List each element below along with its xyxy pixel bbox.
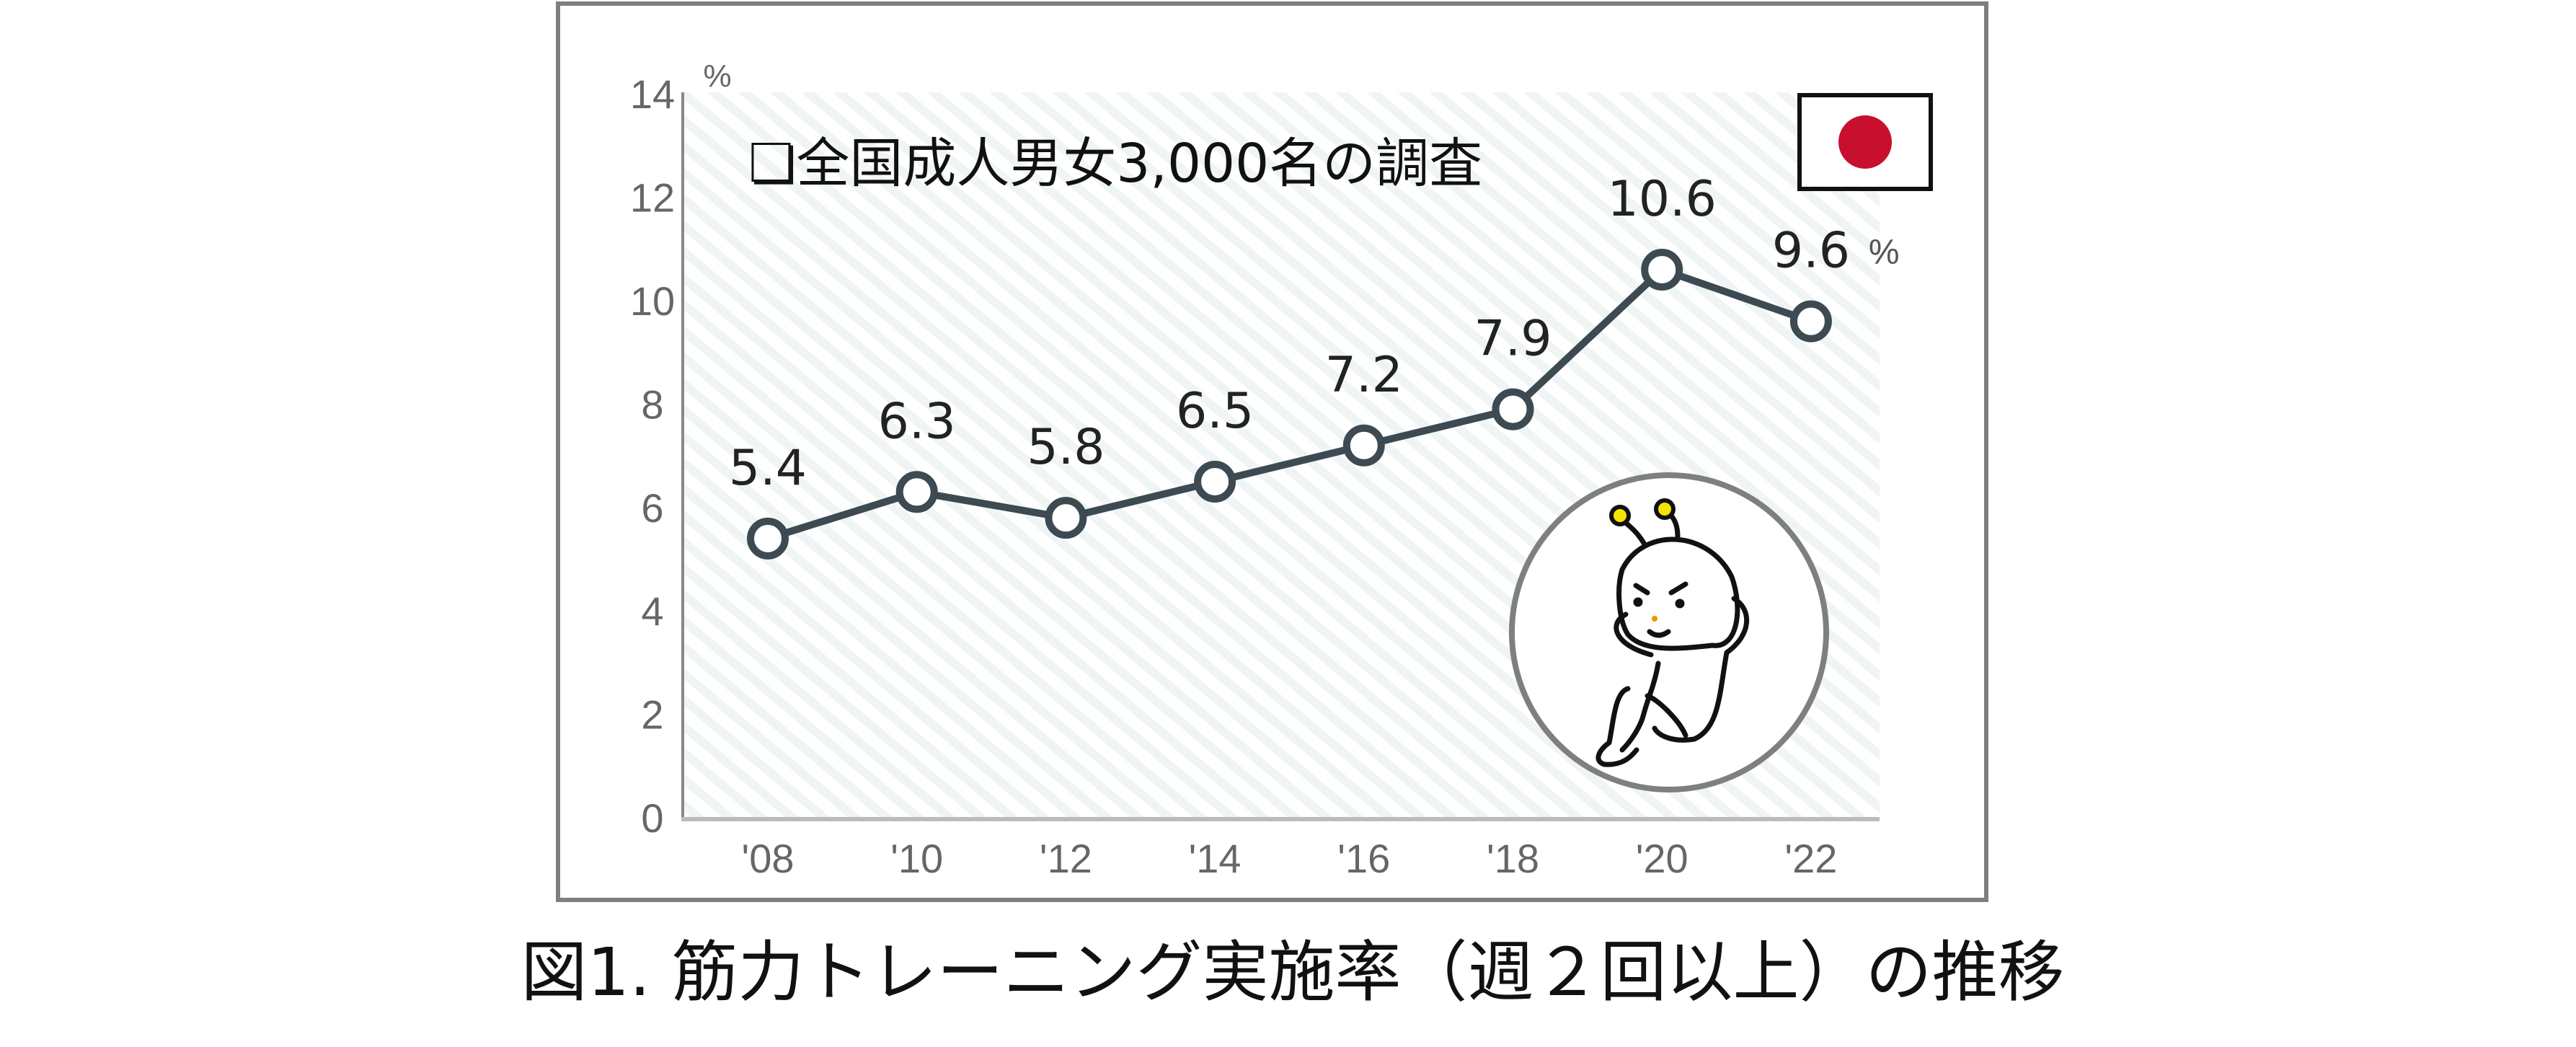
data-point <box>1492 388 1534 430</box>
data-label: 6.5 <box>1176 383 1254 440</box>
data-label: 6.3 <box>878 393 956 450</box>
x-tick-label: '22 <box>1784 836 1837 881</box>
y-tick-label: 10 <box>630 278 675 324</box>
data-point <box>1789 300 1832 343</box>
data-label: 7.9 <box>1474 311 1552 368</box>
series-line <box>766 265 1813 542</box>
data-point <box>747 517 789 560</box>
x-tick-label: '12 <box>1040 836 1092 881</box>
data-point <box>1342 424 1385 467</box>
x-tick-label: '20 <box>1636 836 1688 881</box>
data-label: 7.2 <box>1325 347 1403 404</box>
data-label: 9.6 <box>1772 223 1850 280</box>
y-unit-label: % <box>703 58 731 94</box>
data-point <box>1045 497 1087 539</box>
x-tick-label: '16 <box>1337 836 1390 881</box>
data-label: 5.8 <box>1027 419 1105 476</box>
y-tick-label: 2 <box>641 692 663 738</box>
japan-flag-icon <box>1797 93 1933 191</box>
y-tick-label: 4 <box>641 588 663 634</box>
y-tick-label: 12 <box>630 175 675 221</box>
x-tick-label: '10 <box>890 836 943 881</box>
y-tick-label: 8 <box>641 381 663 427</box>
x-tick-label: '14 <box>1189 836 1241 881</box>
y-tick-label: 14 <box>630 71 675 117</box>
data-point <box>1641 248 1683 291</box>
figure-caption: 図1. 筋力トレーニング実施率（週２回以上）の推移 <box>521 934 2064 1011</box>
x-tick-label: '08 <box>742 836 795 881</box>
data-label: 10.6 <box>1607 171 1716 228</box>
chart-title: ❏全国成人男女3,000名の調査 <box>748 133 1482 195</box>
y-tick-label: 0 <box>641 795 663 841</box>
data-label: 5.4 <box>729 440 807 497</box>
x-tick-label: '18 <box>1487 836 1539 881</box>
mascot-situp-illustration <box>1509 472 1829 792</box>
y-tick-label: 6 <box>641 485 663 531</box>
last-value-unit: % <box>1869 234 1900 272</box>
data-point <box>895 471 938 513</box>
data-point <box>1194 460 1236 503</box>
